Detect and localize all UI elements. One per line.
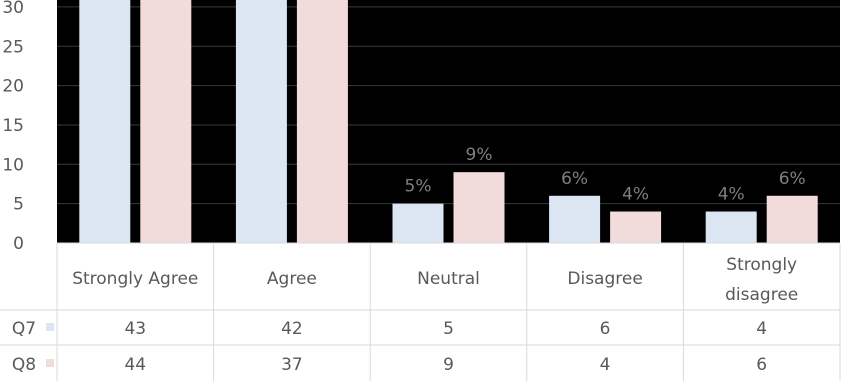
- data-labels: 5% 6% 4% 9% 4% 6%: [405, 145, 806, 204]
- table-cell: 6: [756, 355, 767, 375]
- bar-q8: [296, 0, 348, 243]
- table-row-label: Q8: [12, 355, 36, 375]
- bar-q7: [235, 0, 287, 243]
- legend-key: [46, 323, 54, 331]
- table-cell: 43: [124, 319, 146, 339]
- table-cell: 5: [443, 319, 454, 339]
- category-label: Agree: [267, 269, 317, 289]
- table-cell: 6: [600, 319, 611, 339]
- y-tick-label: 0: [13, 234, 24, 254]
- table-cell: 4: [600, 355, 611, 375]
- legend-key: [46, 359, 54, 367]
- bar-q8: [766, 195, 818, 243]
- table-cell: 44: [124, 355, 146, 375]
- category-label: Neutral: [417, 269, 480, 289]
- table-cell: 4: [756, 319, 767, 339]
- data-label: 6%: [561, 169, 588, 189]
- bar-q8: [610, 211, 662, 243]
- data-table: Strongly Agree Agree Neutral Disagree Strong…: [0, 242, 841, 381]
- y-tick-label: 5: [13, 195, 24, 215]
- data-label: 4%: [622, 185, 649, 205]
- data-label: 6%: [779, 169, 806, 189]
- data-label: 9%: [466, 145, 493, 165]
- bar-q7: [79, 0, 131, 243]
- y-tick-label: 25: [2, 37, 24, 57]
- table-row-label: Q7: [12, 319, 36, 339]
- bar-q7: [549, 195, 601, 243]
- y-tick-label: 30: [2, 0, 24, 18]
- bar-q8: [453, 172, 505, 243]
- table-cell: 9: [443, 355, 454, 375]
- category-label: Strongly Agree: [72, 269, 198, 289]
- category-label: Disagree: [567, 269, 642, 289]
- data-label: 4%: [718, 185, 745, 205]
- y-tick-label: 15: [2, 116, 24, 136]
- bar-q7: [392, 203, 444, 243]
- y-axis: 0 5 10 15 20 25 30: [2, 0, 24, 254]
- y-tick-label: 20: [2, 77, 24, 97]
- y-tick-label: 10: [2, 155, 24, 175]
- bars: [79, 0, 818, 243]
- data-label: 5%: [405, 177, 432, 197]
- bar-q8: [140, 0, 192, 243]
- bar-q7: [705, 211, 757, 243]
- category-label: Strongly disagree: [725, 255, 798, 305]
- table-cell: 42: [281, 319, 303, 339]
- table-cell: 37: [281, 355, 303, 375]
